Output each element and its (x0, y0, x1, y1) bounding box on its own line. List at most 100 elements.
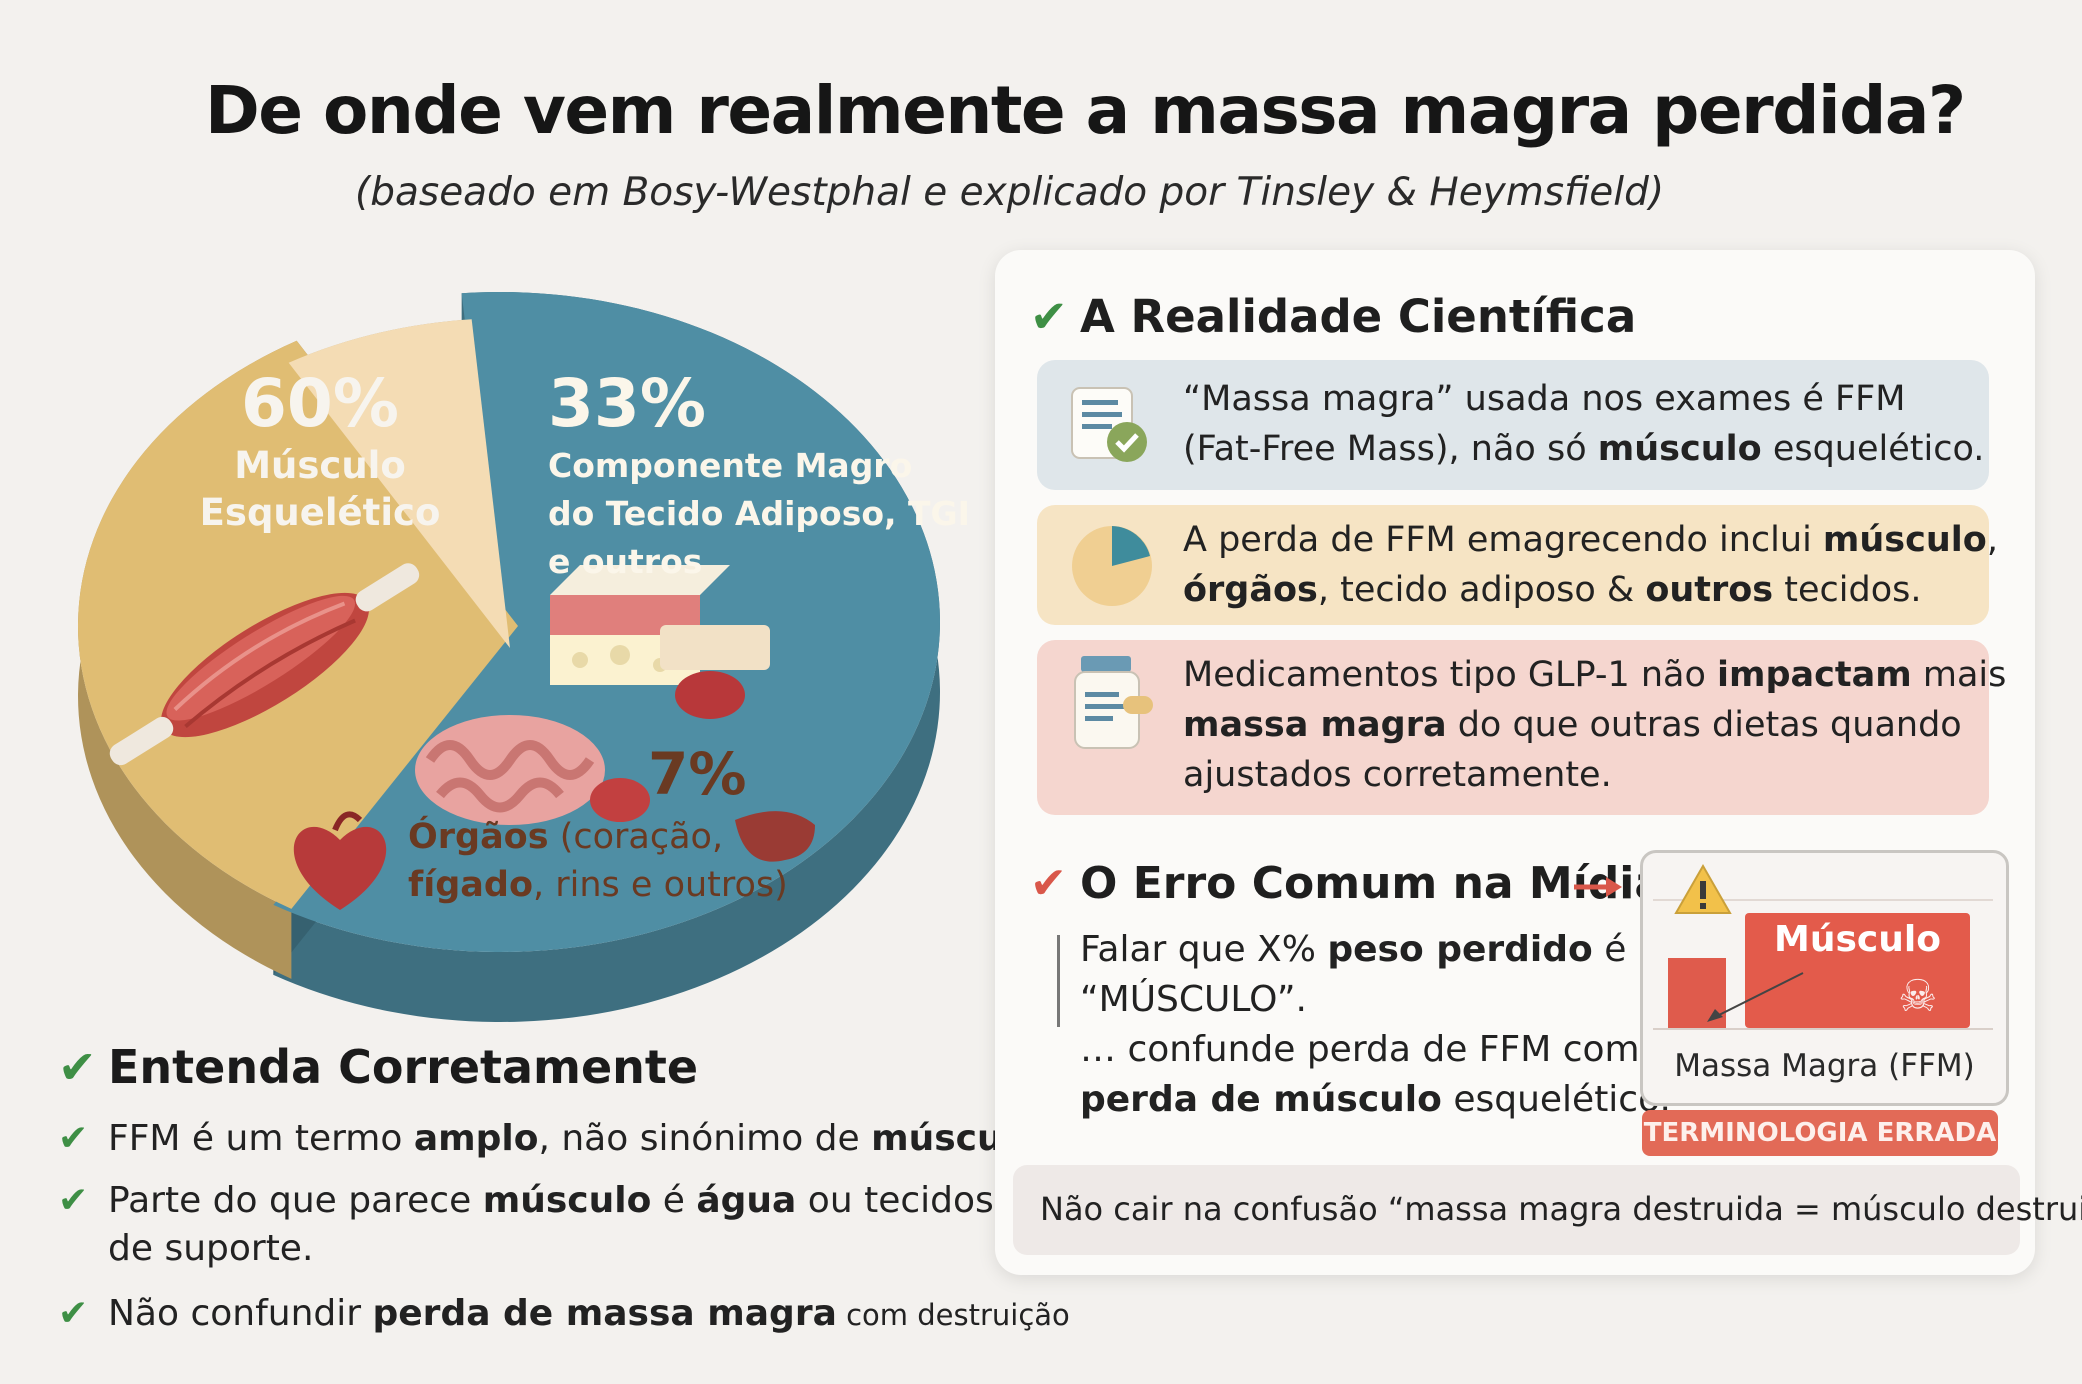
text-segment: Medicamentos tipo GLP-1 não (1183, 655, 1718, 695)
text-segment: A perda de FFM emagrecendo inclui (1183, 520, 1823, 560)
error-title-text: O Erro Comum na Mídia (1080, 858, 1665, 909)
text-segment: massa magra (1183, 705, 1447, 745)
text-segment: músculo (1597, 429, 1762, 469)
pie-label-organs-rest2: , rins e outros) (533, 865, 788, 905)
text-segment: perda de massa magra (372, 1293, 837, 1334)
figure-baseline (1653, 1028, 1993, 1030)
science-card-1: “Massa magra” usada nos exames é FFM (Fa… (1037, 360, 1989, 490)
error-quote-bar (1057, 935, 1060, 1027)
text-segment: impactam (1717, 655, 1912, 695)
check-icon: ✔ (58, 1180, 89, 1221)
pie-side-muscle (273, 292, 941, 1022)
text-segment: Falar que X% (1080, 929, 1328, 970)
text-segment: (Fat-Free Mass), não só (1183, 429, 1598, 469)
text-segment: , não sinónimo de (538, 1118, 872, 1159)
medication-icon (1074, 656, 1153, 749)
understand-title-text: Entenda Corretamente (108, 1040, 699, 1094)
text-segment: água (696, 1180, 797, 1221)
wrong-terminology-badge: TERMINOLOGIA ERRADA (1642, 1110, 1998, 1156)
figure-arrow-icon (1707, 972, 1804, 1022)
figure-muscle-label: Músculo (1774, 919, 1941, 960)
skull-icon: ☠ (1898, 971, 1938, 1022)
text-segment: músculo (1822, 520, 1987, 560)
text-segment: Não confundir (108, 1293, 373, 1334)
understand-item-2-line2: de suporte. (108, 1228, 314, 1269)
text-segment: tecidos. (1773, 570, 1922, 610)
text-segment: Parte do que parece (108, 1180, 483, 1221)
figure-gridline (1653, 899, 1993, 901)
text-segment: ajustados corretamente. (1183, 755, 1612, 795)
text-segment: com destruição (836, 1298, 1070, 1332)
text-segment: ou tecidos (796, 1180, 994, 1221)
understand-item-1-text: FFM é um termo amplo, não sinónimo de mú… (108, 1115, 1051, 1163)
intestine-illustration (415, 715, 650, 825)
figure-muscle-bar (1745, 913, 1970, 1028)
text-segment: outros (1645, 570, 1774, 610)
science-card-3-line2: massa magra do que outras dietas quando (1183, 700, 1962, 750)
pie-label-adipose-line3: e outros (548, 542, 703, 581)
adipose-tissue-illustration (550, 565, 770, 719)
text-segment: é (1592, 929, 1627, 970)
science-card-1-line2: (Fat-Free Mass), não só músculo esquelét… (1183, 424, 1984, 474)
pie-label-adipose: 33% Componente Magro do Tecido Adiposo, … (548, 365, 970, 586)
pie-label-adipose-line2: do Tecido Adiposo, TGI (548, 494, 970, 533)
science-title-text: A Realidade Científica (1080, 290, 1637, 343)
text-segment: mais (1911, 655, 2007, 695)
text-segment: músculo (482, 1180, 652, 1221)
text-segment: do que outras dietas quando (1446, 705, 1962, 745)
science-card-2-line2: órgãos, tecido adiposo & outros tecidos. (1183, 565, 1922, 615)
pie-label-organs-bold2: fígado (408, 865, 533, 905)
error-check-icon: ✔ (1030, 858, 1067, 909)
check-icon: ✔ (58, 1040, 97, 1094)
error-text-line4: perda de músculo esquelético. (1080, 1075, 1671, 1125)
check-icon: ✔ (1030, 290, 1068, 343)
pie-label-adipose-line1: Componente Magro (548, 446, 913, 485)
arrow-right-icon (1574, 877, 1622, 897)
science-card-3-line3: ajustados corretamente. (1183, 750, 1612, 800)
science-card-1-line1: “Massa magra” usada nos exames é FFM (1183, 374, 1905, 424)
pie-label-muscle: 60% Músculo Esquelético (180, 365, 460, 536)
text-segment: , (1986, 520, 1998, 560)
text-segment: , tecido adiposo & (1317, 570, 1646, 610)
figure-caption: Massa Magra (FFM) (1674, 1048, 1975, 1084)
understand-item-3: ✔ Não confundir perda de massa magra com … (58, 1290, 1070, 1339)
text-segment: órgãos (1183, 570, 1318, 610)
science-title: ✔ A Realidade Científica (1030, 290, 1636, 343)
pie-chart-icon (1072, 526, 1152, 606)
pie-pct-organs: 7% (648, 740, 747, 808)
pie-label-organs: Órgãos (coração, fígado, rins e outros) (408, 813, 788, 909)
text-segment: esquelético. (1441, 1079, 1671, 1120)
error-text-line3: … confunde perda de FFM com (1080, 1029, 1640, 1070)
document-check-icon (1071, 387, 1147, 462)
text-segment: é (651, 1180, 697, 1221)
understand-item-2-text: Parte do que parece músculo é água ou te… (108, 1180, 994, 1221)
text-segment: FFM é um termo (108, 1118, 414, 1159)
check-icon: ✔ (58, 1293, 89, 1334)
pie-label-organs-bold1: Órgãos (408, 817, 549, 857)
page-title: De onde vem realmente a massa magra perd… (205, 72, 1966, 149)
pie-slice-organs (288, 319, 510, 648)
page-subtitle: (baseado em Bosy-Westphal e explicado po… (355, 170, 1665, 215)
heart-illustration (293, 811, 387, 910)
pie-pct-adipose: 33% (548, 365, 706, 442)
pie-label-muscle-line2: Esquelético (199, 491, 441, 534)
text-segment: esquelético. (1761, 429, 1985, 469)
error-text-line2: “MÚSCULO”. (1080, 979, 1307, 1020)
text-segment: amplo (413, 1118, 539, 1159)
pie-label-organs-rest1: (coração, (548, 817, 724, 857)
check-icon: ✔ (58, 1118, 89, 1159)
liver-illustration (735, 811, 815, 862)
science-card-3: Medicamentos tipo GLP-1 não impactam mai… (1037, 640, 2006, 815)
footer-text: Não cair na confusão “massa magra destru… (1040, 1190, 2082, 1228)
warning-icon (1674, 863, 1732, 914)
text-segment: “Massa magra” usada nos exames é FFM (1183, 379, 1906, 419)
science-card-3-line1: Medicamentos tipo GLP-1 não impactam mai… (1183, 650, 2006, 700)
error-text-line1: Falar que X% peso perdido é (1080, 925, 1671, 975)
error-figure: Músculo ☠ Massa Magra (FFM) (1640, 850, 2009, 1106)
error-text: Falar que X% peso perdido é “MÚSCULO”. …… (1080, 925, 1671, 1125)
understand-item-2: ✔ Parte do que parece músculo é água ou t… (58, 1177, 994, 1273)
pie-chart (77, 292, 941, 1022)
pie-label-muscle-line1: Músculo (234, 444, 406, 487)
text-segment: perda de músculo (1080, 1079, 1442, 1120)
science-card-2: A perda de FFM emagrecendo inclui múscul… (1037, 505, 1998, 625)
